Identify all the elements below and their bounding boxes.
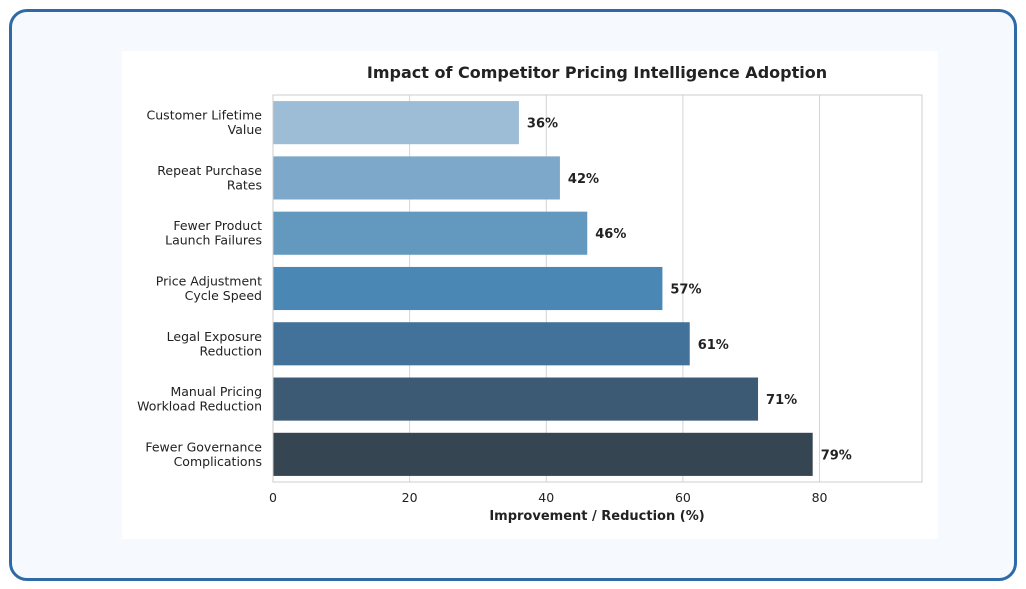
x-tick-label: 60 bbox=[675, 490, 691, 505]
data-label: 36% bbox=[527, 117, 558, 132]
x-tick-label: 0 bbox=[269, 490, 277, 505]
category-label: Fewer Governance Complications bbox=[145, 439, 262, 469]
category-label: Legal Exposure Reduction bbox=[167, 329, 263, 359]
data-label: 61% bbox=[698, 338, 729, 353]
x-axis-label: Improvement / Reduction (%) bbox=[489, 509, 704, 524]
data-label: 71% bbox=[766, 393, 797, 408]
data-label: 42% bbox=[568, 172, 599, 187]
plot-area bbox=[272, 94, 923, 483]
bar bbox=[273, 432, 813, 476]
data-label: 46% bbox=[595, 227, 626, 242]
category-label: Fewer Product Launch Failures bbox=[165, 218, 262, 248]
category-label: Price Adjustment Cycle Speed bbox=[156, 274, 262, 304]
bar bbox=[273, 377, 759, 421]
bar bbox=[273, 101, 519, 145]
bar bbox=[273, 322, 690, 366]
bar bbox=[273, 156, 560, 200]
bars bbox=[273, 101, 813, 476]
x-tick-label: 40 bbox=[538, 490, 554, 505]
category-labels: Customer Lifetime Value Repeat Purchase Rat… bbox=[137, 108, 262, 469]
data-labels: 36% 42% 46% 57% 61% 71% 79% bbox=[527, 117, 852, 464]
x-tick-label: 80 bbox=[812, 490, 828, 505]
data-label: 57% bbox=[670, 283, 701, 298]
category-label: Manual Pricing Workload Reduction bbox=[137, 384, 262, 414]
data-label: 79% bbox=[821, 448, 852, 463]
chart-title: Impact of Competitor Pricing Intelligenc… bbox=[367, 63, 827, 82]
bar bbox=[273, 211, 588, 255]
category-label: Customer Lifetime Value bbox=[147, 108, 263, 137]
category-label: Repeat Purchase Rates bbox=[157, 163, 262, 193]
bar bbox=[273, 266, 663, 311]
x-tick-label: 20 bbox=[402, 490, 418, 505]
x-axis-ticks: 0 20 40 60 80 bbox=[269, 490, 828, 505]
